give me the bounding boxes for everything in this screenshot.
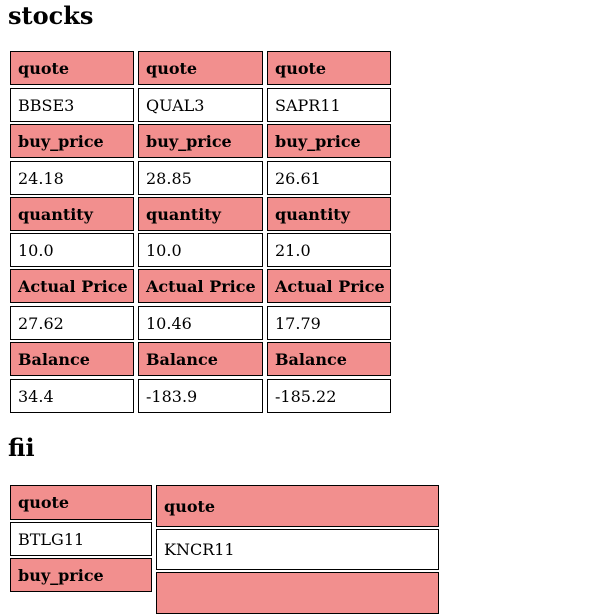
stocks-col3-balance-value: -185.22 bbox=[267, 379, 391, 413]
fii-heading: fii bbox=[8, 433, 35, 462]
stocks-col1-balance-value: 34.4 bbox=[10, 379, 134, 413]
stocks-col2-quote-value: QUAL3 bbox=[138, 88, 263, 122]
stocks-col3-quantity-header: quantity bbox=[267, 197, 391, 231]
fii-col2-quote-header: quote bbox=[156, 485, 439, 527]
stocks-col3-quote-value: SAPR11 bbox=[267, 88, 391, 122]
stocks-col3-balance-header: Balance bbox=[267, 342, 391, 376]
stocks-col1-buy-price-value: 24.18 bbox=[10, 161, 134, 195]
stocks-col2-actual-price-header: Actual Price bbox=[138, 269, 263, 303]
stocks-col3-buy-price-value: 26.61 bbox=[267, 161, 391, 195]
stocks-col1-actual-price-header: Actual Price bbox=[10, 269, 134, 303]
fii-col1-buy-price-header: buy_price bbox=[10, 558, 152, 592]
stocks-col2-quantity-header: quantity bbox=[138, 197, 263, 231]
stocks-col2-balance-header: Balance bbox=[138, 342, 263, 376]
stocks-heading: stocks bbox=[8, 1, 94, 30]
stocks-col1-quote-value: BBSE3 bbox=[10, 88, 134, 122]
stocks-col2-quote-header: quote bbox=[138, 51, 263, 85]
stocks-col3-actual-price-header: Actual Price bbox=[267, 269, 391, 303]
stocks-col1-buy-price-header: buy_price bbox=[10, 124, 134, 158]
stocks-col2-quantity-value: 10.0 bbox=[138, 233, 263, 267]
stocks-col2-balance-value: -183.9 bbox=[138, 379, 263, 413]
stocks-col2-buy-price-value: 28.85 bbox=[138, 161, 263, 195]
stocks-col3-buy-price-header: buy_price bbox=[267, 124, 391, 158]
stocks-col1-actual-price-value: 27.62 bbox=[10, 306, 134, 340]
stocks-col1-quantity-value: 10.0 bbox=[10, 233, 134, 267]
stocks-col2-buy-price-header: buy_price bbox=[138, 124, 263, 158]
fii-col1-quote-header: quote bbox=[10, 485, 152, 520]
stocks-col2-actual-price-value: 10.46 bbox=[138, 306, 263, 340]
fii-col2-quote-value: KNCR11 bbox=[156, 529, 439, 570]
stocks-col3-quantity-value: 21.0 bbox=[267, 233, 391, 267]
stocks-col3-quote-header: quote bbox=[267, 51, 391, 85]
stocks-col1-quantity-header: quantity bbox=[10, 197, 134, 231]
fii-col2-next-header bbox=[156, 572, 439, 614]
stocks-col1-quote-header: quote bbox=[10, 51, 134, 85]
fii-col1-quote-value: BTLG11 bbox=[10, 522, 152, 556]
stocks-col1-balance-header: Balance bbox=[10, 342, 134, 376]
stocks-col3-actual-price-value: 17.79 bbox=[267, 306, 391, 340]
